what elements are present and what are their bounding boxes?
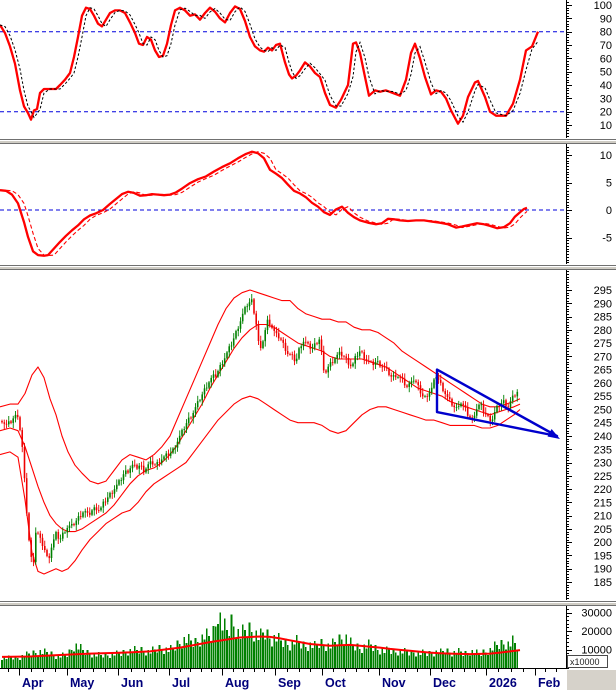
month-label: Sep	[278, 676, 301, 690]
axis-tick-label: 250	[594, 405, 612, 417]
axis-tick-label: 240	[594, 431, 612, 443]
volume-ma-line	[1, 635, 521, 658]
axis-tick-label: 10	[600, 120, 612, 132]
axis-tick-label: 5	[606, 178, 612, 190]
axis-tick-label: 0	[606, 205, 612, 217]
axis-tick-label: 50	[600, 67, 612, 79]
volume-unit-label: x10000	[570, 657, 600, 667]
axis-tick-label: 255	[594, 391, 612, 403]
axis-tick-label: 90	[600, 13, 612, 25]
triangle-arrowhead-icon	[547, 429, 560, 439]
panel-splitter[interactable]	[0, 601, 616, 606]
bollinger-middle-band	[0, 323, 521, 533]
month-label: Apr	[22, 676, 44, 690]
axis-tick-label: -5	[602, 233, 612, 245]
axis-tick-label: 100	[594, 0, 612, 12]
volume-bars	[1, 612, 519, 668]
axis-tick-label: 30000	[581, 608, 612, 620]
axis-tick-label: 295	[594, 285, 612, 297]
axis-tick-label: 30	[600, 93, 612, 105]
month-label: Oct	[325, 676, 347, 690]
month-label: Feb	[538, 676, 561, 690]
axis-tick-label: 220	[594, 484, 612, 496]
panel-splitter[interactable]	[0, 139, 616, 144]
month-label: May	[70, 676, 94, 690]
axis-tick-label: 210	[594, 511, 612, 523]
axis-tick-label: 230	[594, 458, 612, 470]
axis-tick-label: 70	[600, 40, 612, 52]
month-label: Dec	[433, 676, 456, 690]
axis-tick-label: 245	[594, 418, 612, 430]
month-label: Aug	[225, 676, 249, 690]
axis-tick-label: 235	[594, 444, 612, 456]
stochastic-k-line	[0, 5, 540, 125]
macd-signal-line	[0, 151, 528, 257]
month-label: 2026	[489, 676, 517, 690]
axis-tick-label: 275	[594, 338, 612, 350]
axis-tick-label: 80	[600, 27, 612, 39]
month-label: Jun	[121, 676, 143, 690]
descending-triangle-annotation[interactable]	[435, 368, 559, 438]
axis-tick-label: 10000	[581, 645, 612, 657]
axis-tick-label: 280	[594, 325, 612, 337]
stochastic-d-line	[0, 6, 539, 124]
axis-tick-label: 270	[594, 351, 612, 363]
axis-tick-label: 10	[600, 150, 612, 162]
axis-tick-label: 190	[594, 564, 612, 576]
axis-tick-label: 60	[600, 53, 612, 65]
month-label: Jul	[172, 676, 190, 690]
bollinger-upper-band	[0, 289, 521, 485]
axis-tick-label: 40	[600, 80, 612, 92]
axis-tick-label: 265	[594, 365, 612, 377]
y-axis-macd: 10 5 0 -5	[566, 144, 612, 264]
corner-spacer	[567, 670, 616, 690]
axis-tick-label: 185	[594, 577, 612, 589]
axis-tick-label: 195	[594, 551, 612, 563]
axis-tick-label: 290	[594, 298, 612, 310]
axis-tick-label: 215	[594, 497, 612, 509]
axis-tick-label: 20000	[581, 626, 612, 638]
axis-tick-label: 200	[594, 537, 612, 549]
macd-line	[0, 150, 528, 257]
volume-unit-box: x10000	[567, 655, 608, 668]
axis-tick-label: 285	[594, 312, 612, 324]
month-label: Nov	[382, 676, 406, 690]
axis-tick-label: 225	[594, 471, 612, 483]
bollinger-lower-band	[0, 395, 521, 575]
panel-splitter[interactable]	[0, 265, 616, 270]
candlesticks	[1, 294, 519, 567]
axis-tick-label: 20	[600, 107, 612, 119]
y-axis-volume: 30000 20000 10000	[566, 606, 612, 669]
axis-tick-label: 205	[594, 524, 612, 536]
axis-tick-label: 260	[594, 378, 612, 390]
x-axis: Apr May Jun Jul Aug Sep Oct Nov Dec 2026 Feb	[0, 668, 566, 690]
